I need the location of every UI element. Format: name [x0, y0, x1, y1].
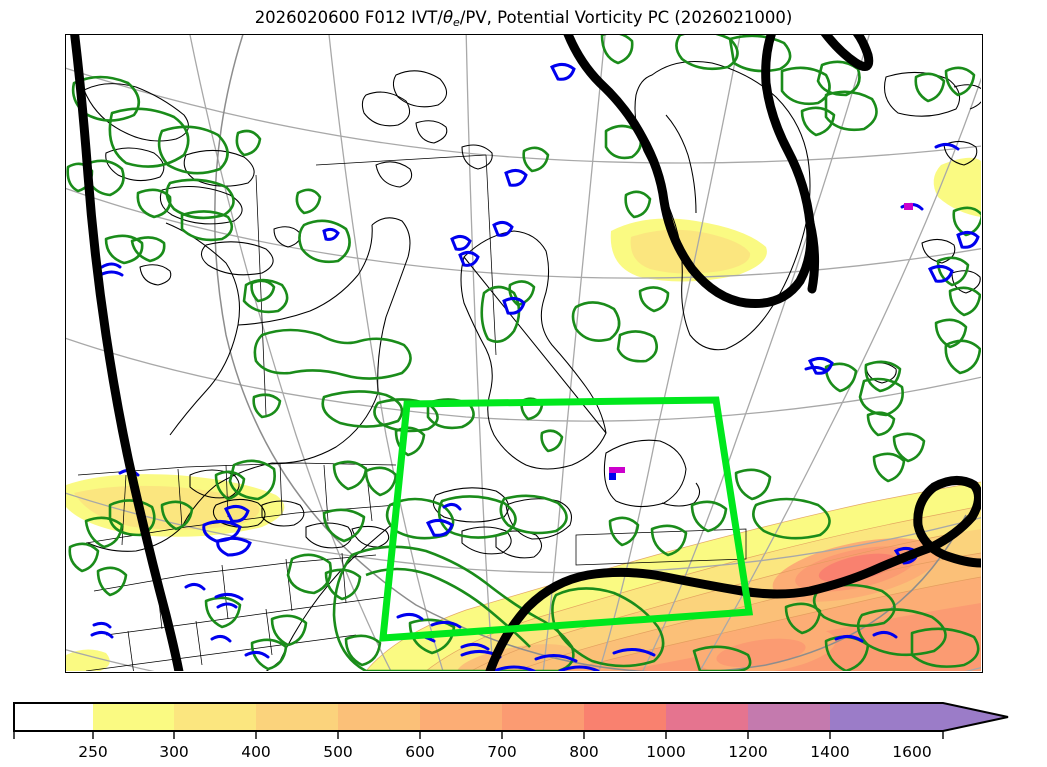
pv-contours	[70, 35, 981, 671]
cb-seg-2	[174, 703, 256, 731]
title-theta-subscript: e	[453, 15, 460, 29]
cb-label-5: 700	[487, 743, 517, 761]
page-title: 2026020600 F012 IVT/θe/PV, Potential Vor…	[0, 8, 1047, 29]
ivt-core-800	[818, 553, 898, 583]
cb-label-0: 250	[78, 743, 108, 761]
longitude-line-7	[699, 77, 981, 671]
cb-seg-7	[584, 703, 666, 731]
longitude-line-6	[642, 35, 870, 671]
cb-seg-3	[256, 703, 338, 731]
ivt-greenland-300	[630, 229, 751, 274]
map-plot-area[interactable]	[65, 34, 983, 673]
coastlines	[83, 60, 981, 671]
colorbar-segments	[14, 703, 1008, 731]
latitude-line-3	[66, 337, 981, 422]
projection-limb	[214, 35, 967, 671]
cb-extend-arrow	[943, 703, 1008, 731]
cb-label-6: 800	[569, 743, 599, 761]
ivt-midwest-300	[74, 485, 260, 530]
title-prefix: 2026020600 F012 IVT/	[254, 8, 443, 27]
ivt-colorbar[interactable]: 250 300 400 500 600 700 800 1000 1200 14…	[13, 702, 1034, 764]
cb-label-1: 300	[159, 743, 189, 761]
cb-seg-10	[830, 703, 943, 731]
pv-pc-domain-box[interactable]	[379, 396, 754, 642]
political-borders	[77, 154, 747, 671]
cb-label-8: 1200	[728, 743, 767, 761]
latitude-line-4	[66, 492, 981, 574]
cb-label-9: 1400	[810, 743, 849, 761]
cb-label-3: 500	[323, 743, 353, 761]
title-theta-symbol: θ	[442, 8, 454, 27]
title-suffix: /PV, Potential Vorticity PC (2026021000)	[459, 8, 793, 27]
cb-label-4: 600	[405, 743, 435, 761]
cb-seg-5	[420, 703, 502, 731]
colorbar-svg: 250 300 400 500 600 700 800 1000 1200 14…	[13, 702, 1009, 761]
colorbar-outline	[13, 702, 1009, 732]
longitude-line-1	[189, 35, 392, 671]
cb-label-10: 1600	[892, 743, 931, 761]
cb-seg-4	[338, 703, 420, 731]
cb-seg-6	[502, 703, 584, 731]
cb-label-7: 1000	[646, 743, 685, 761]
cb-seg-1	[93, 703, 174, 731]
magenta-marker	[609, 203, 913, 480]
cb-seg-8	[666, 703, 748, 731]
colorbar-ticks	[13, 731, 944, 739]
cb-label-2: 400	[241, 743, 271, 761]
cb-seg-0	[14, 703, 93, 731]
theta-e-contours	[66, 35, 981, 671]
longitude-line-2	[328, 35, 444, 671]
ivt-southwest-250	[66, 649, 110, 671]
colorbar-tick-labels: 250 300 400 500 600 700 800 1000 1200 14…	[78, 743, 932, 761]
cb-seg-9	[748, 703, 830, 731]
map-svg	[66, 35, 981, 671]
